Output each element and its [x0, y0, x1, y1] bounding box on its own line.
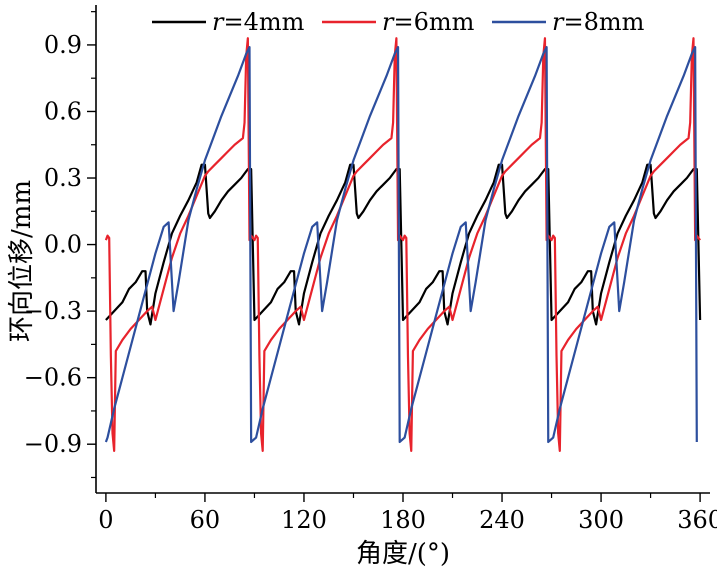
y-tick-label: 0.9: [44, 31, 82, 59]
legend-label-3: r=8mm: [552, 8, 645, 36]
y-tick-label: 0.3: [44, 164, 82, 192]
x-tick-label: 300: [578, 506, 624, 534]
y-tick-label: −0.6: [24, 364, 82, 392]
y-tick-label: −0.9: [24, 430, 82, 458]
x-tick-label: 0: [98, 506, 113, 534]
y-tick-label: 0.6: [44, 97, 82, 125]
legend-label-2: r=6mm: [382, 8, 475, 36]
x-tick-label: 60: [190, 506, 221, 534]
x-tick-label: 120: [281, 506, 327, 534]
series-line-2: [104, 37, 701, 452]
x-tick-label: 360: [677, 506, 717, 534]
series-lines: [104, 37, 702, 452]
legend: r=4mm r=6mm r=8mm: [152, 8, 645, 36]
y-axis-title: 环向位移/mm: [7, 180, 37, 342]
series-line-3: [104, 46, 698, 444]
series-line-1: [105, 163, 702, 326]
x-tick-label: 180: [380, 506, 426, 534]
y-tick-label: −0.3: [24, 297, 82, 325]
x-tick-label: 240: [479, 506, 525, 534]
x-axis-title: 角度/(°): [356, 539, 450, 569]
axes: 0 60 120 180 240 300 360 −0.9 −0.6 −0.3 0.0 0.3 0.6 0…: [24, 5, 717, 534]
legend-label-1: r=4mm: [212, 8, 305, 36]
y-tick-label: 0.0: [44, 231, 82, 259]
